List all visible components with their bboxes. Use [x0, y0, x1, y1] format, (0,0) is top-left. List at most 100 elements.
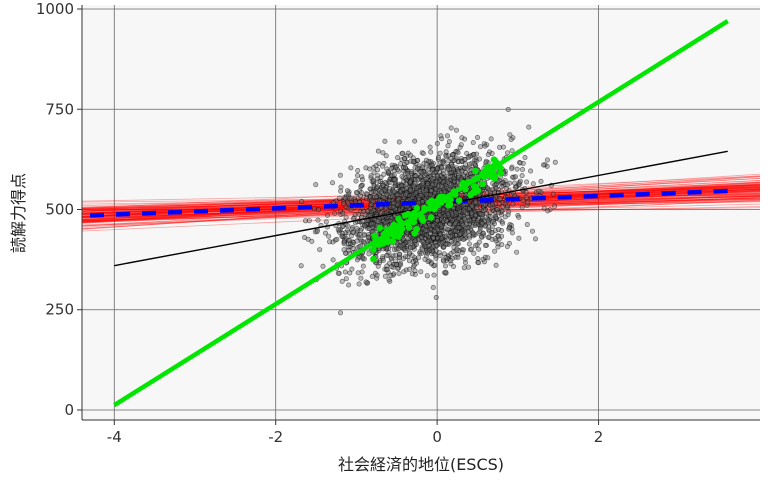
student-point	[388, 272, 394, 278]
student-point	[405, 150, 411, 156]
student-point	[493, 262, 499, 268]
student-point	[351, 240, 357, 246]
student-point	[496, 201, 502, 207]
y-tick-label: 1000	[36, 0, 74, 18]
student-point	[388, 264, 394, 270]
student-point	[369, 273, 375, 279]
student-point	[424, 273, 430, 279]
student-point	[336, 195, 342, 201]
student-point	[413, 173, 419, 179]
student-point	[448, 233, 454, 239]
student-point	[360, 263, 366, 269]
student-point	[343, 214, 349, 220]
student-point	[517, 178, 523, 184]
student-point	[457, 231, 463, 237]
student-point	[460, 247, 466, 253]
student-point	[471, 151, 477, 157]
student-point	[419, 244, 425, 250]
school-mean-point	[465, 178, 473, 186]
student-point	[442, 263, 448, 269]
student-point	[443, 154, 449, 160]
student-point	[444, 166, 450, 172]
student-point	[504, 203, 510, 209]
school-mean-point	[413, 204, 421, 212]
student-point	[395, 266, 401, 272]
student-point	[504, 186, 510, 192]
student-point	[355, 168, 361, 174]
student-point	[439, 165, 445, 171]
student-point	[529, 228, 535, 234]
student-point	[409, 194, 415, 200]
student-point	[368, 173, 374, 179]
student-point	[393, 165, 399, 171]
student-point	[391, 189, 397, 195]
student-point	[435, 156, 441, 162]
school-mean-point	[392, 227, 400, 235]
student-point	[461, 265, 467, 271]
student-point	[431, 272, 437, 278]
student-point	[450, 152, 456, 158]
student-point	[499, 184, 505, 190]
student-point	[530, 181, 536, 187]
student-point	[374, 176, 380, 182]
student-point	[354, 257, 360, 263]
student-point	[347, 270, 353, 276]
student-point	[453, 210, 459, 216]
student-point	[472, 243, 478, 249]
student-point	[454, 165, 460, 171]
school-mean-point	[426, 204, 434, 212]
student-point	[448, 125, 454, 131]
student-point	[375, 184, 381, 190]
student-point	[401, 269, 407, 275]
student-point	[373, 194, 379, 200]
x-tick-label: -4	[107, 428, 122, 446]
student-point	[353, 190, 359, 196]
student-point	[340, 210, 346, 216]
student-point	[514, 249, 520, 255]
student-point	[410, 159, 416, 165]
between-school-regression-line	[113, 19, 729, 408]
student-point	[488, 136, 494, 142]
student-point	[423, 253, 429, 259]
student-point	[484, 185, 490, 191]
student-point	[348, 165, 354, 171]
student-point	[425, 181, 431, 187]
student-point	[448, 251, 454, 257]
student-point	[510, 135, 516, 141]
school-mean-point	[497, 170, 505, 177]
student-point	[418, 193, 424, 199]
student-point	[391, 200, 397, 206]
student-point	[489, 229, 495, 235]
student-point	[507, 225, 513, 231]
student-point	[420, 151, 426, 157]
student-point	[478, 211, 484, 217]
student-point	[437, 221, 443, 227]
student-point	[428, 149, 434, 155]
student-point	[391, 271, 397, 277]
student-point	[461, 237, 467, 243]
student-point	[408, 245, 414, 251]
student-point	[368, 205, 374, 211]
school-mean-point	[389, 238, 396, 245]
student-point	[341, 239, 347, 245]
student-point	[505, 107, 511, 113]
student-point	[323, 219, 329, 225]
student-point	[487, 149, 493, 155]
student-point	[434, 141, 440, 147]
student-point	[470, 230, 476, 236]
student-point	[519, 173, 525, 179]
student-point	[434, 218, 440, 224]
student-point	[425, 259, 431, 265]
student-point	[435, 155, 441, 161]
student-point	[332, 210, 338, 216]
student-point	[470, 140, 476, 146]
student-point	[407, 187, 413, 193]
student-point	[361, 231, 367, 237]
student-point	[495, 227, 501, 233]
student-point	[495, 244, 501, 250]
student-point	[327, 239, 333, 245]
student-point	[363, 279, 369, 285]
student-point	[467, 217, 473, 223]
student-point	[362, 223, 368, 229]
student-point	[402, 156, 408, 162]
